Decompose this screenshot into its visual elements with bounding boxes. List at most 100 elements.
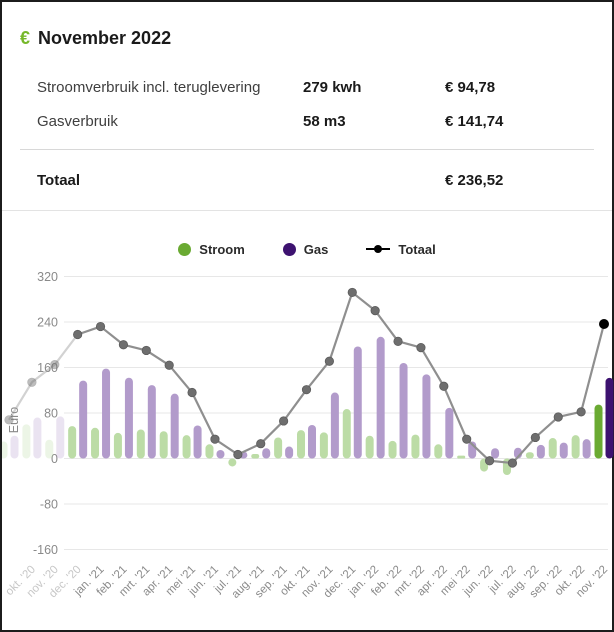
totaal-point[interactable] bbox=[439, 381, 449, 391]
bar-gas[interactable] bbox=[33, 417, 42, 459]
totaal-point[interactable] bbox=[118, 340, 129, 350]
bar-stroom[interactable] bbox=[297, 430, 306, 459]
bar-stroom[interactable] bbox=[525, 452, 534, 459]
bar-stroom[interactable] bbox=[113, 432, 122, 459]
stroom-legend-dot-icon bbox=[178, 242, 192, 256]
bar-stroom[interactable] bbox=[228, 458, 237, 467]
y-tick-label: 160 bbox=[37, 361, 58, 375]
bar-gas[interactable] bbox=[193, 425, 202, 459]
totaal-point[interactable] bbox=[187, 387, 197, 398]
bar-gas[interactable] bbox=[491, 448, 500, 459]
totaal-legend-line-icon bbox=[366, 245, 391, 253]
totaal-point[interactable] bbox=[73, 329, 83, 340]
bar-gas[interactable] bbox=[102, 368, 111, 459]
bar-stroom[interactable] bbox=[365, 435, 374, 459]
stroom-quantity: 279 kwh bbox=[303, 79, 362, 96]
totaal-point[interactable] bbox=[324, 356, 334, 366]
totaal-line bbox=[77, 291, 606, 465]
chart-legend: Stroom Gas Totaal bbox=[2, 239, 612, 259]
totaal-point[interactable] bbox=[393, 336, 403, 346]
totaal-point[interactable] bbox=[462, 434, 472, 444]
totaal-point[interactable] bbox=[4, 415, 14, 425]
totaal-point[interactable] bbox=[530, 432, 540, 443]
summary-card: € November 2022 Stroomverbruik incl. ter… bbox=[2, 2, 612, 210]
gas-cost: € 141,74 bbox=[445, 113, 504, 130]
bar-gas[interactable] bbox=[330, 392, 339, 459]
totaal-point[interactable] bbox=[164, 360, 174, 370]
totaal-point[interactable] bbox=[370, 306, 380, 316]
total-cost: € 236,52 bbox=[445, 172, 504, 189]
bar-stroom[interactable] bbox=[342, 409, 351, 459]
legend-label-gas: Gas bbox=[303, 241, 329, 257]
totaal-point[interactable] bbox=[507, 458, 518, 468]
totaal-point[interactable] bbox=[347, 287, 357, 298]
month-title-row: € November 2022 bbox=[20, 28, 594, 49]
totaal-point[interactable] bbox=[210, 434, 220, 444]
bar-gas[interactable] bbox=[399, 362, 408, 459]
bar-stroom[interactable] bbox=[388, 440, 397, 459]
bar-gas[interactable] bbox=[147, 385, 156, 459]
bar-gas[interactable] bbox=[262, 448, 271, 459]
totaal-point[interactable] bbox=[301, 385, 312, 395]
gas-quantity: 58 m3 bbox=[303, 113, 346, 130]
legend-item-stroom[interactable]: Stroom bbox=[178, 242, 245, 257]
month-title: November 2022 bbox=[38, 28, 172, 48]
bar-stroom[interactable] bbox=[319, 432, 328, 459]
totaal-point[interactable] bbox=[95, 321, 106, 332]
totaal-point[interactable] bbox=[50, 360, 60, 370]
totaal-point[interactable] bbox=[256, 439, 266, 449]
bar-stroom[interactable] bbox=[205, 444, 214, 459]
bar-stroom[interactable] bbox=[68, 426, 77, 459]
bar-stroom[interactable] bbox=[91, 427, 100, 459]
y-tick-label: -160 bbox=[33, 543, 58, 557]
bar-gas[interactable] bbox=[216, 449, 225, 459]
totaal-point[interactable] bbox=[27, 377, 37, 387]
bar-stroom[interactable] bbox=[457, 455, 466, 459]
bar-gas[interactable] bbox=[422, 374, 431, 459]
totaal-point[interactable] bbox=[484, 456, 495, 466]
totaal-point[interactable] bbox=[279, 416, 289, 426]
totaal-point[interactable] bbox=[576, 407, 586, 417]
y-tick-label: 240 bbox=[37, 316, 58, 330]
bar-stroom[interactable] bbox=[548, 438, 557, 459]
bar-stroom[interactable] bbox=[434, 444, 443, 459]
bar-stroom[interactable] bbox=[45, 439, 54, 459]
bar-stroom[interactable] bbox=[594, 404, 603, 459]
chart-section: Stroom Gas Totaal 320 240 160 80 0 -80 -160 Eur… bbox=[0, 210, 614, 607]
bar-gas[interactable] bbox=[10, 435, 19, 459]
bar-gas[interactable] bbox=[170, 393, 179, 459]
bar-gas[interactable] bbox=[536, 444, 545, 459]
bar-stroom[interactable] bbox=[182, 435, 191, 459]
bar-gas[interactable] bbox=[353, 346, 362, 459]
bar-gas[interactable] bbox=[56, 416, 65, 459]
bar-stroom[interactable] bbox=[159, 431, 168, 459]
stroom-cost: € 94,78 bbox=[445, 79, 496, 96]
totaal-point[interactable] bbox=[553, 412, 563, 422]
bar-stroom[interactable] bbox=[251, 453, 260, 459]
consumption-table: Stroomverbruik incl. teruglevering 279 k… bbox=[20, 73, 594, 137]
bar-stroom[interactable] bbox=[571, 435, 580, 459]
bar-stroom[interactable] bbox=[0, 441, 8, 459]
bar-gas[interactable] bbox=[308, 424, 317, 459]
y-tick-label: 320 bbox=[37, 270, 58, 284]
bar-gas[interactable] bbox=[376, 336, 385, 459]
bar-stroom[interactable] bbox=[274, 437, 283, 459]
totaal-point[interactable] bbox=[416, 342, 426, 353]
legend-label-stroom: Stroom bbox=[199, 241, 245, 257]
bar-stroom[interactable] bbox=[411, 434, 420, 459]
gas-label: Gasverbruik bbox=[37, 113, 118, 130]
bar-stroom[interactable] bbox=[136, 429, 145, 459]
bar-gas[interactable] bbox=[285, 446, 294, 459]
bar-gas[interactable] bbox=[582, 439, 591, 459]
bar-gas[interactable] bbox=[124, 377, 133, 459]
bar-gas[interactable] bbox=[559, 442, 568, 459]
bar-stroom[interactable] bbox=[22, 424, 31, 459]
bar-gas[interactable] bbox=[445, 407, 454, 459]
totaal-point-current[interactable] bbox=[599, 318, 610, 329]
bar-gas[interactable] bbox=[79, 380, 88, 459]
bar-gas[interactable] bbox=[605, 377, 614, 459]
legend-item-gas[interactable]: Gas bbox=[282, 241, 329, 257]
legend-item-totaal[interactable]: Totaal bbox=[366, 242, 436, 257]
totaal-point[interactable] bbox=[233, 449, 243, 460]
totaal-point[interactable] bbox=[141, 345, 151, 356]
